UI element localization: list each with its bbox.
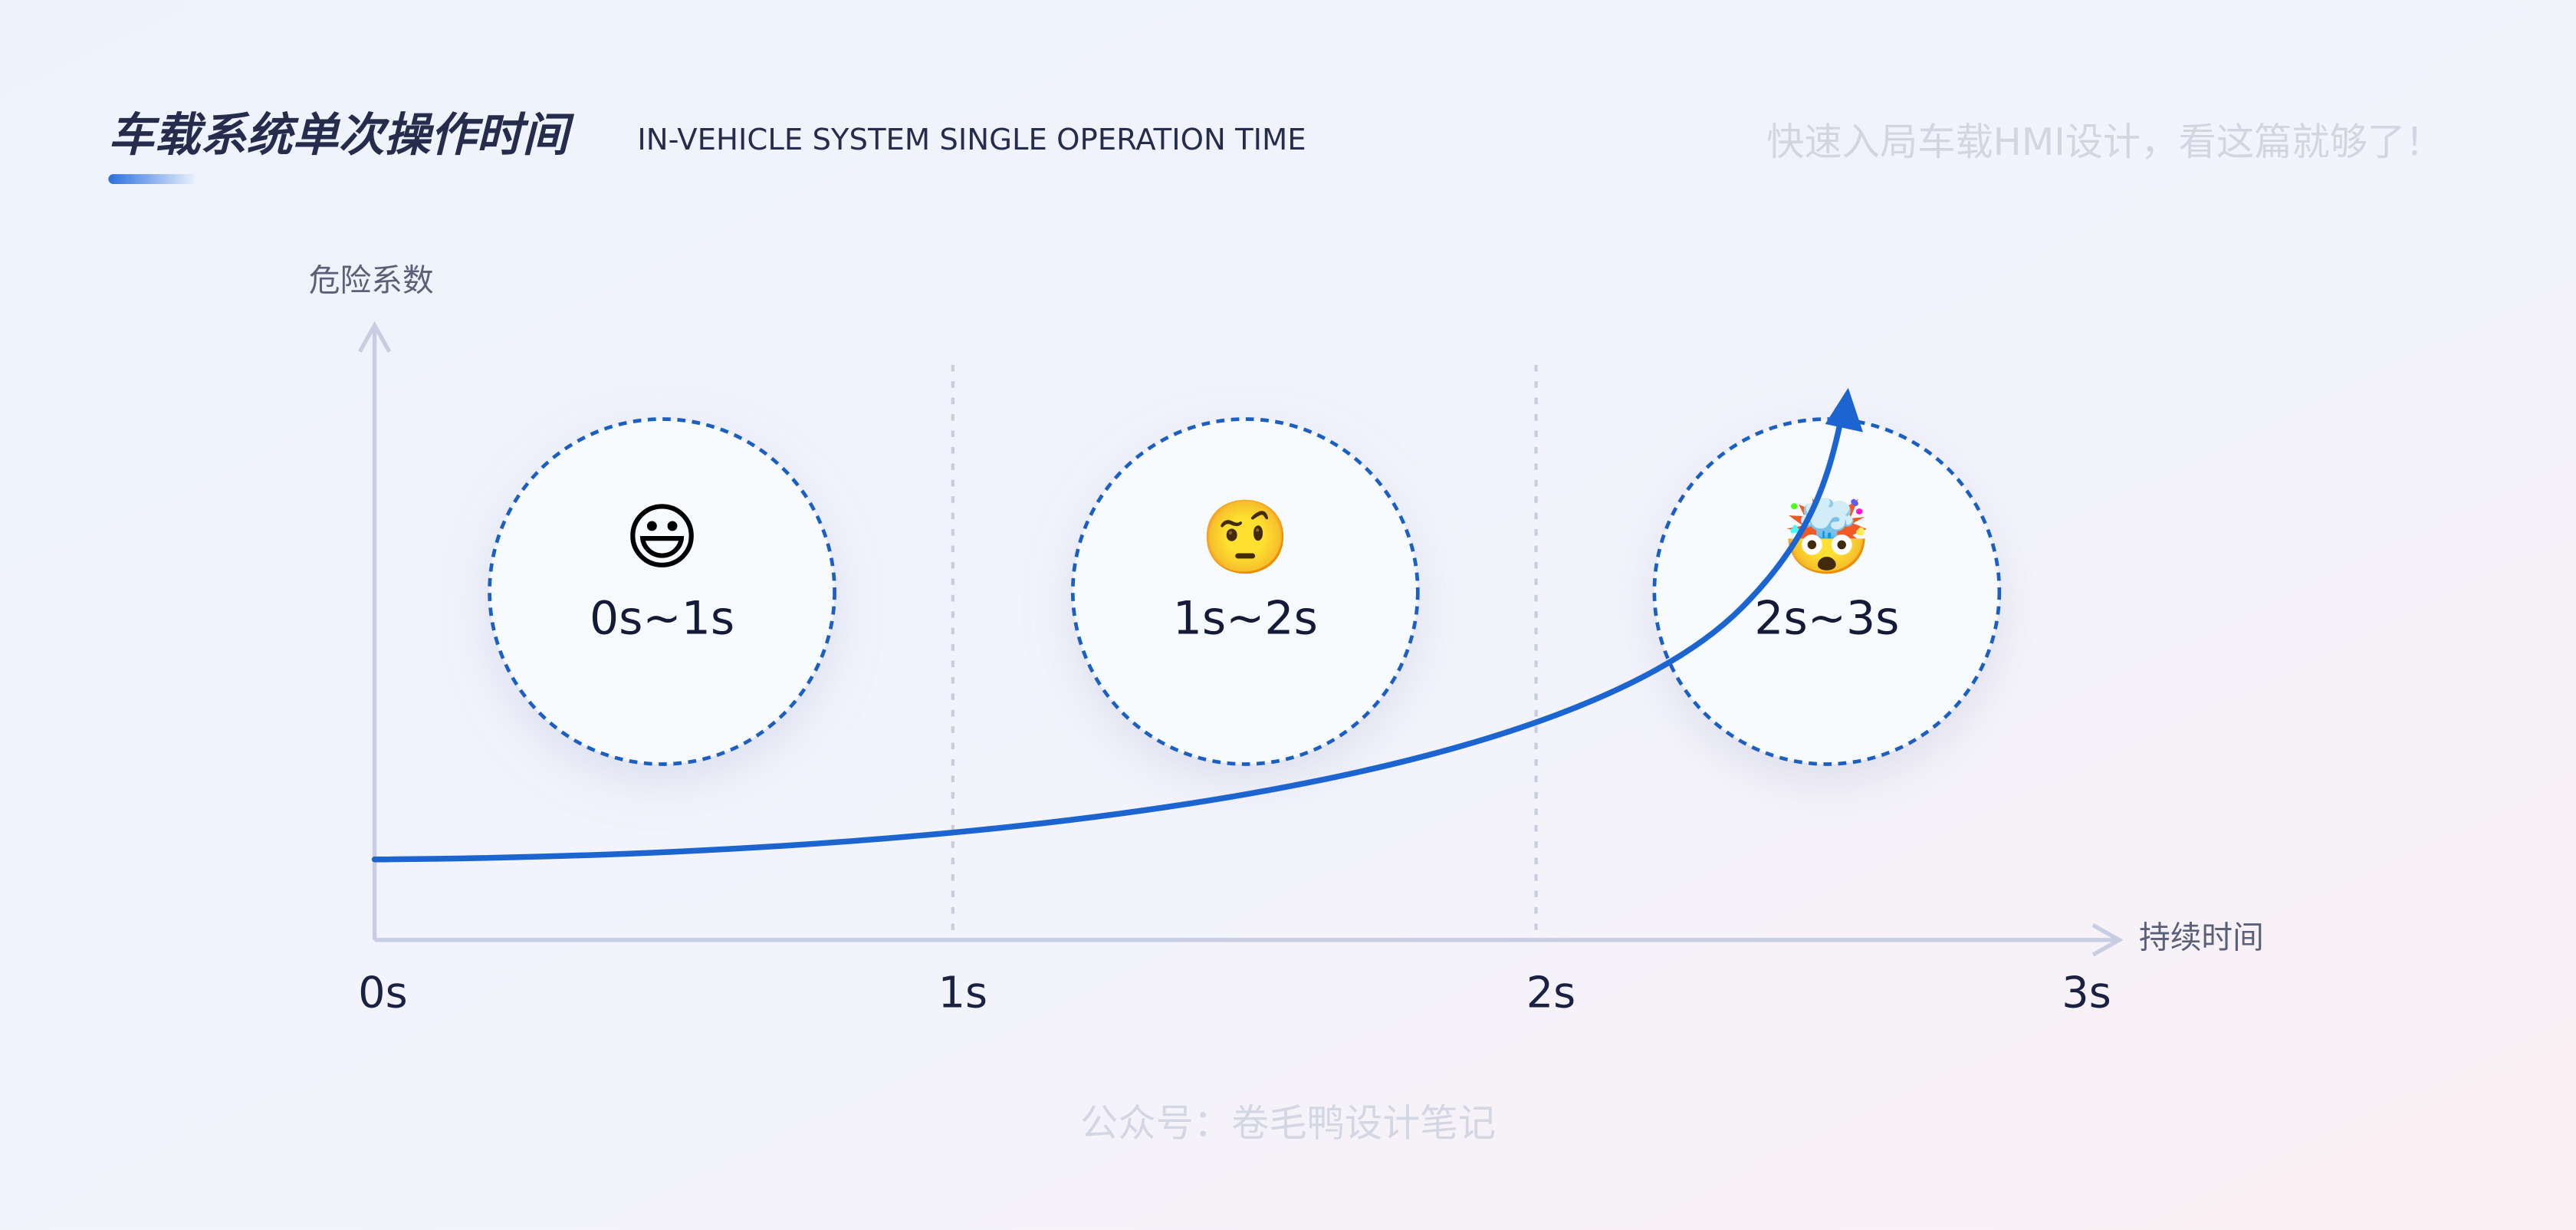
x-tick-label: 0s bbox=[358, 969, 407, 1018]
x-tick-label: 3s bbox=[2062, 969, 2111, 1018]
zone-label: 1s~2s bbox=[1173, 592, 1318, 646]
emoji: 😃 bbox=[624, 495, 699, 580]
risk-curve-arrow bbox=[1825, 387, 1863, 432]
x-axis-arrow bbox=[2091, 923, 2124, 957]
emoji: 🤨 bbox=[1201, 495, 1290, 580]
zone: 🤨 1s~2s bbox=[1070, 417, 1420, 766]
y-axis-label: 危险系数 bbox=[309, 262, 434, 299]
subtitle: IN-VEHICLE SYSTEM SINGLE OPERATION TIME bbox=[637, 123, 1306, 157]
zone: 😃 0s~1s bbox=[488, 417, 836, 766]
title-underline bbox=[108, 174, 198, 185]
y-axis-arrow bbox=[357, 321, 392, 353]
footer: 公众号：卷毛鸭设计笔记 bbox=[1080, 1100, 1496, 1145]
zone-label: 0s~1s bbox=[590, 592, 734, 646]
zone-circle bbox=[1070, 417, 1420, 766]
zone: 🤯 2s~3s bbox=[1652, 417, 2002, 766]
zone-label: 2s~3s bbox=[1754, 592, 1899, 646]
x-axis-label: 持续时间 bbox=[2139, 919, 2264, 956]
risk-curve bbox=[371, 421, 1843, 863]
title: 车载系统单次操作时间 bbox=[108, 109, 574, 163]
x-tick-label: 2s bbox=[1526, 969, 1576, 1018]
x-tick-label: 1s bbox=[938, 969, 987, 1018]
zone-circle bbox=[488, 417, 836, 766]
slogan: 快速入局车载HMI设计，看这篇就够了！ bbox=[1766, 120, 2443, 164]
zone-circle bbox=[1652, 417, 2002, 766]
